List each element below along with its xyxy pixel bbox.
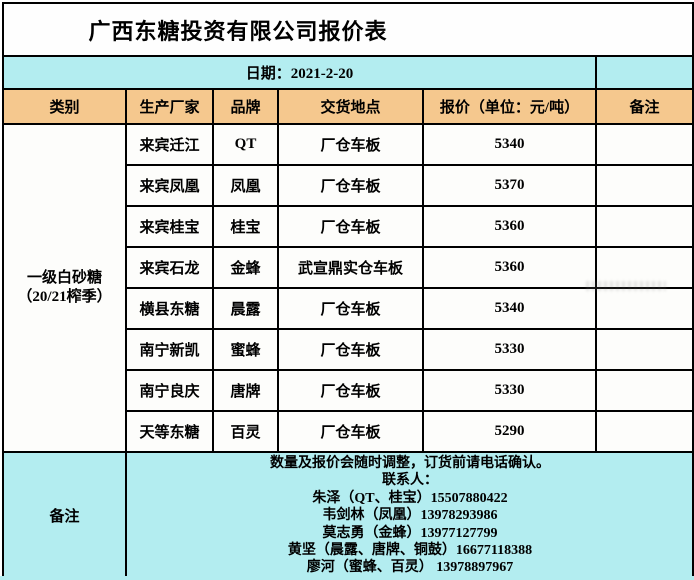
brand-cell: 百灵 xyxy=(212,410,279,453)
table-row: 来宾凤凰 凤凰 厂仓车板 5370 xyxy=(3,164,694,207)
delivery-cell: 武宣鼎实仓车板 xyxy=(277,246,424,289)
manufacturer-cell: 南宁良庆 xyxy=(125,369,214,412)
table-row: 南宁良庆 唐牌 厂仓车板 5330 xyxy=(3,369,694,412)
date-cell: 日期：2021-2-20 xyxy=(2,55,597,90)
manufacturer-cell: 来宾凤凰 xyxy=(125,164,214,207)
brand-cell: 桂宝 xyxy=(212,205,279,248)
table-row: 天等东糖 百灵 厂仓车板 5290 xyxy=(3,410,694,453)
notes-label-cell: 备注 xyxy=(2,451,127,580)
price-cell: 5370 xyxy=(422,164,597,207)
table-row: 来宾石龙 金蜂 武宣鼎实仓车板 5360 xyxy=(3,246,694,289)
note-line-contact: 廖河（蜜蜂、百灵） 13978897967 xyxy=(306,560,514,576)
category-line2: （20/21榨季） xyxy=(17,289,112,305)
price-cell: 5290 xyxy=(422,410,597,453)
remark-cell xyxy=(594,410,694,453)
notes-row: 备注 数量及报价会随时调整，订货前请电话确认。 联系人： 朱泽（QT、桂宝）15… xyxy=(2,451,694,580)
note-line-disclaimer: 数量及报价会随时调整，订货前请电话确认。 xyxy=(270,456,551,471)
note-line-contacts-header: 联系人： xyxy=(382,473,439,489)
remark-cell xyxy=(594,205,694,248)
delivery-cell: 厂仓车板 xyxy=(277,410,424,453)
col-header-delivery: 交货地点 xyxy=(277,88,424,125)
delivery-cell: 厂仓车板 xyxy=(277,123,424,166)
col-header-brand: 品牌 xyxy=(212,88,279,125)
delivery-cell: 厂仓车板 xyxy=(277,164,424,207)
delivery-cell: 厂仓车板 xyxy=(277,205,424,248)
remark-cell xyxy=(594,328,694,371)
price-cell: 5330 xyxy=(422,328,597,371)
remark-cell xyxy=(594,287,694,330)
remark-cell xyxy=(594,123,694,166)
col-header-remark: 备注 xyxy=(594,88,694,125)
note-line-contact: 朱泽（QT、桂宝）15507880422 xyxy=(312,490,508,506)
delivery-cell: 厂仓车板 xyxy=(277,287,424,330)
table-row: 横县东糖 晨露 厂仓车板 5340 xyxy=(3,287,694,330)
note-line-contact: 莫志勇（金蜂）13977127799 xyxy=(322,525,498,541)
brand-cell: 蜜蜂 xyxy=(212,328,279,371)
brand-cell: 凤凰 xyxy=(212,164,279,207)
page-title: 广西东糖投资有限公司报价表 xyxy=(1,2,694,57)
column-header-row: 类别 生产厂家 品牌 交货地点 报价（单位：元/吨） 备注 xyxy=(2,88,694,125)
manufacturer-cell: 来宾石龙 xyxy=(125,246,214,289)
price-cell: 5340 xyxy=(422,287,597,330)
manufacturer-cell: 来宾迁江 xyxy=(125,123,214,166)
date-row: 日期：2021-2-20 xyxy=(2,55,694,90)
brand-cell: QT xyxy=(212,123,279,166)
manufacturer-cell: 南宁新凯 xyxy=(125,328,214,371)
price-cell: 5330 xyxy=(422,369,597,412)
note-line-contact: 韦剑林（凤凰）13978293986 xyxy=(322,508,498,524)
category-cell: 一级白砂糖 （20/21榨季） xyxy=(2,123,127,453)
table-row: 一级白砂糖 （20/21榨季） 来宾迁江 QT 厂仓车板 5340 xyxy=(2,123,694,453)
table-row: 南宁新凯 蜜蜂 厂仓车板 5330 xyxy=(3,328,694,371)
note-line-contact: 黄坚（晨露、唐牌、铜鼓）16677118388 xyxy=(287,543,533,559)
price-cell: 5360 xyxy=(422,205,597,248)
title-row: 广西东糖投资有限公司报价表 xyxy=(1,2,694,57)
brand-cell: 唐牌 xyxy=(212,369,279,412)
brand-cell: 晨露 xyxy=(212,287,279,330)
remark-cell xyxy=(594,369,694,412)
col-header-price: 报价（单位：元/吨） xyxy=(422,88,597,125)
notes-content-cell: 数量及报价会随时调整，订货前请电话确认。 联系人： 朱泽（QT、桂宝）15507… xyxy=(124,451,694,580)
table-row: 来宾桂宝 桂宝 厂仓车板 5360 xyxy=(3,205,694,248)
remark-cell xyxy=(594,164,694,207)
brand-cell: 金蜂 xyxy=(212,246,279,289)
price-cell: 5360 xyxy=(422,246,597,289)
col-header-manufacturer: 生产厂家 xyxy=(125,88,214,125)
delivery-cell: 厂仓车板 xyxy=(277,369,424,412)
manufacturer-cell: 横县东糖 xyxy=(125,287,214,330)
date-row-spacer xyxy=(594,55,694,90)
category-line1: 一级白砂糖 xyxy=(26,270,102,286)
manufacturer-cell: 天等东糖 xyxy=(125,410,214,453)
price-cell: 5340 xyxy=(422,123,597,166)
bottom-cyan-strip xyxy=(0,576,694,580)
manufacturer-cell: 来宾桂宝 xyxy=(125,205,214,248)
remark-cell xyxy=(594,246,694,289)
delivery-cell: 厂仓车板 xyxy=(277,328,424,371)
col-header-category: 类别 xyxy=(2,88,127,125)
